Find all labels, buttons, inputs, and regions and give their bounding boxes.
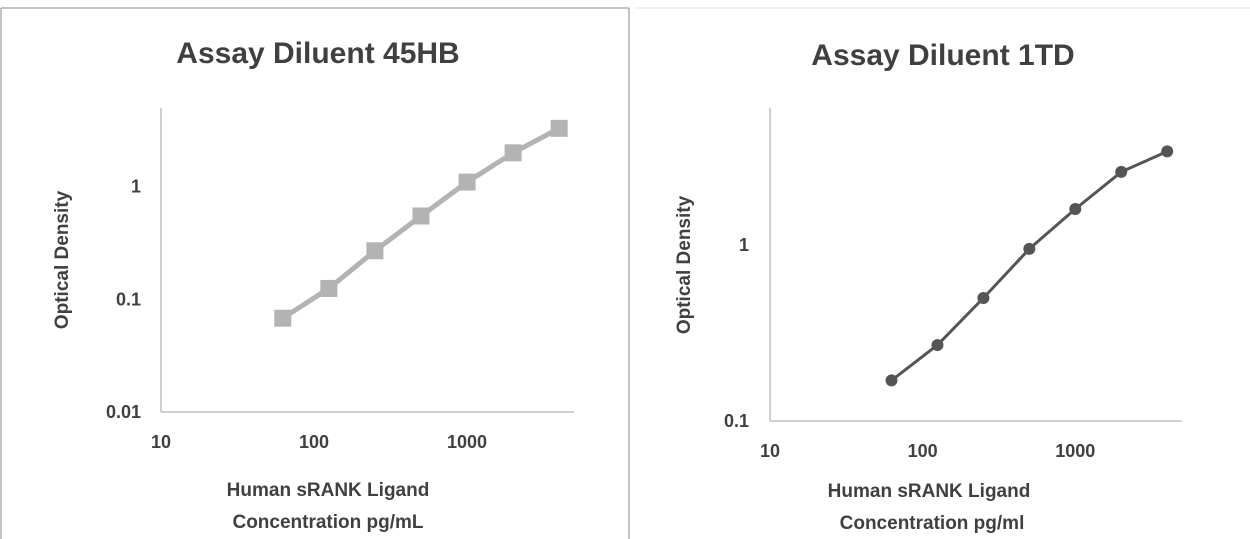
chart-1-data-point bbox=[366, 242, 384, 260]
chart-1-x-axis-label-line-1: Human sRANK Ligand bbox=[227, 480, 430, 501]
chart-2-y-tick-label: 1 bbox=[739, 235, 749, 255]
chart-2-data-point bbox=[1069, 203, 1082, 216]
chart-2-data-point bbox=[977, 291, 990, 304]
chart-1-data-point bbox=[458, 173, 476, 191]
chart-1-data-point bbox=[320, 279, 338, 297]
chart-1-title: Assay Diluent 45HB bbox=[176, 37, 459, 70]
chart-2-title: Assay Diluent 1TD bbox=[811, 39, 1074, 72]
chart-1-x-axis-label-line-2: Concentration pg/mL bbox=[232, 512, 423, 533]
chart-1-x-tick-label: 1000 bbox=[447, 432, 487, 452]
chart-2-y-axis-label: Optical Density bbox=[674, 195, 695, 334]
chart-2-data-point bbox=[1115, 165, 1128, 178]
chart-2-x-axis-label-line-2: Concentration pg/ml bbox=[840, 513, 1025, 534]
chart-1-y-tick-label: 0.01 bbox=[106, 402, 141, 422]
chart-1-data-point bbox=[550, 119, 568, 137]
chart-2-data-point bbox=[1161, 145, 1174, 158]
chart-1-data-point bbox=[274, 309, 292, 327]
chart-2-y-tick-label: 0.1 bbox=[724, 411, 749, 431]
chart-1-y-axis-label: Optical Density bbox=[52, 190, 73, 329]
chart-2-x-axis-label-line-1: Human sRANK Ligand bbox=[828, 481, 1031, 502]
chart-2-data-point bbox=[931, 339, 944, 352]
chart-1-x-tick-label: 10 bbox=[151, 432, 171, 452]
chart-1-data-point bbox=[504, 144, 522, 162]
chart-2-data-point bbox=[885, 374, 898, 387]
chart-2-x-tick-label: 100 bbox=[908, 441, 938, 461]
chart-assay-diluent-45hb: Assay Diluent 45HB Optical Density 0.01 0… bbox=[52, 37, 574, 533]
chart-1-x-tick-label: 100 bbox=[299, 432, 329, 452]
chart-2-data-point bbox=[1023, 242, 1036, 255]
chart-2-x-tick-label: 1000 bbox=[1055, 441, 1095, 461]
chart-1-y-tick-label: 1 bbox=[131, 177, 141, 197]
chart-2-x-tick-label: 10 bbox=[760, 441, 780, 461]
chart-1-data-point bbox=[412, 207, 430, 225]
chart-1-y-tick-label: 0.1 bbox=[116, 289, 141, 309]
chart-assay-diluent-1td: Assay Diluent 1TD Optical Density 0.1 1 1… bbox=[674, 39, 1182, 534]
